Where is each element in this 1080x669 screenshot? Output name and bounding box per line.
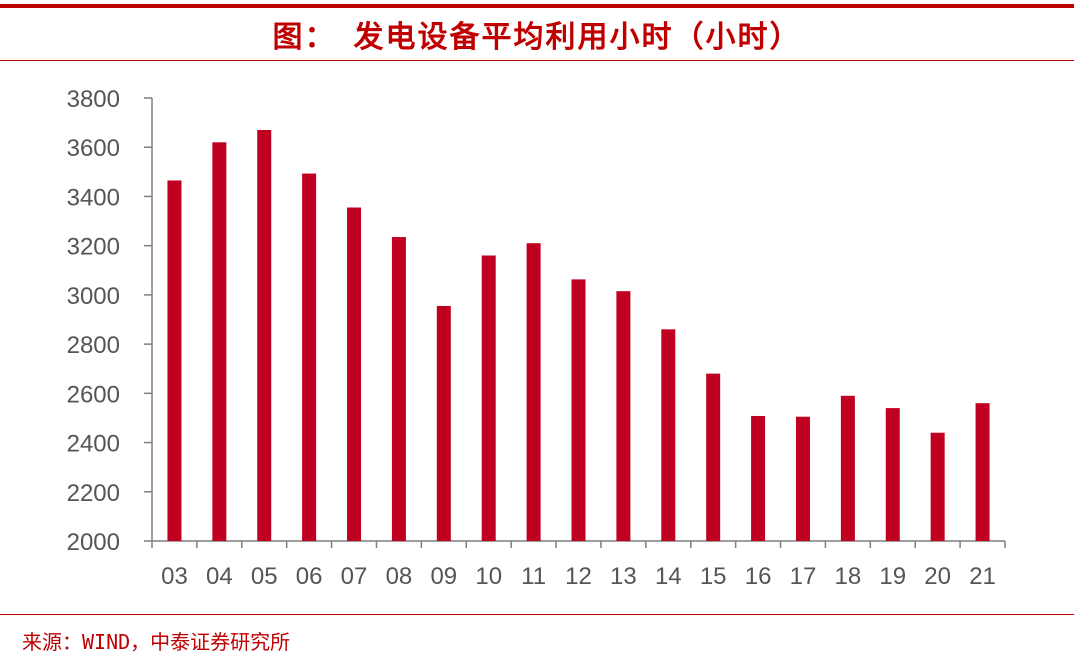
bar-08 bbox=[391, 237, 406, 541]
bottom-rule bbox=[0, 614, 1074, 615]
x-tick-label: 11 bbox=[521, 563, 546, 590]
x-tick-label: 06 bbox=[296, 563, 323, 590]
x-tick-label: 07 bbox=[341, 563, 368, 590]
x-tick-label: 17 bbox=[790, 563, 817, 590]
y-tick-label: 2000 bbox=[67, 529, 120, 556]
y-tick-label: 2200 bbox=[67, 480, 120, 507]
x-tick-label: 14 bbox=[655, 563, 682, 590]
bar-03 bbox=[167, 180, 182, 542]
x-tick-label: 05 bbox=[251, 563, 278, 590]
y-tick-label: 3400 bbox=[67, 184, 120, 211]
bar-11 bbox=[526, 243, 541, 541]
y-tick-label: 2400 bbox=[67, 431, 120, 458]
x-axis: 03 04 05 06 07 08 09 10 11 12 13 14 15 16 17 18 19 20 21 bbox=[151, 540, 1006, 590]
bar-15 bbox=[706, 373, 721, 541]
y-tick-label: 3200 bbox=[67, 234, 120, 261]
bar-17 bbox=[795, 416, 810, 541]
x-tick-label: 21 bbox=[969, 563, 996, 590]
bar-21 bbox=[975, 403, 990, 541]
x-tick-label: 08 bbox=[386, 563, 413, 590]
top-rule bbox=[0, 4, 1074, 8]
y-tick-label: 3000 bbox=[67, 283, 120, 310]
source-note: 来源：WIND，中泰证券研究所 bbox=[22, 630, 291, 654]
x-tick-label: 16 bbox=[745, 563, 772, 590]
bar-07 bbox=[347, 207, 362, 541]
bar-10 bbox=[481, 255, 496, 541]
x-tick-label: 19 bbox=[879, 563, 906, 590]
y-tick-label: 2600 bbox=[67, 381, 120, 408]
bar-16 bbox=[751, 415, 766, 541]
y-tick-label: 3600 bbox=[67, 135, 120, 162]
bar-13 bbox=[616, 291, 631, 541]
y-tick-label: 3800 bbox=[67, 86, 120, 113]
y-axis: 2000 2200 2400 2600 2800 3000 3200 3400 3600 3800 bbox=[67, 86, 153, 556]
bar-18 bbox=[840, 395, 855, 541]
chart-title: 图： 发电设备平均利用小时（小时） bbox=[272, 20, 802, 55]
x-tick-label: 13 bbox=[610, 563, 637, 590]
bar-04 bbox=[212, 142, 227, 542]
x-tick-label: 20 bbox=[924, 563, 951, 590]
bar-14 bbox=[661, 329, 676, 541]
bar-06 bbox=[302, 173, 317, 542]
x-tick-label: 12 bbox=[565, 563, 592, 590]
bar-09 bbox=[436, 305, 451, 541]
title-rule bbox=[0, 60, 1074, 61]
bars bbox=[167, 129, 990, 542]
x-tick-label: 04 bbox=[206, 563, 233, 590]
bar-12 bbox=[571, 279, 586, 541]
x-tick-label: 15 bbox=[700, 563, 727, 590]
bar-20 bbox=[930, 432, 945, 541]
x-tick-label: 18 bbox=[835, 563, 862, 590]
bar-05 bbox=[257, 129, 272, 541]
x-tick-label: 03 bbox=[161, 563, 188, 590]
x-tick-label: 09 bbox=[430, 563, 457, 590]
bar-19 bbox=[885, 408, 900, 541]
x-tick-label: 10 bbox=[475, 563, 502, 590]
y-tick-label: 2800 bbox=[67, 332, 120, 359]
